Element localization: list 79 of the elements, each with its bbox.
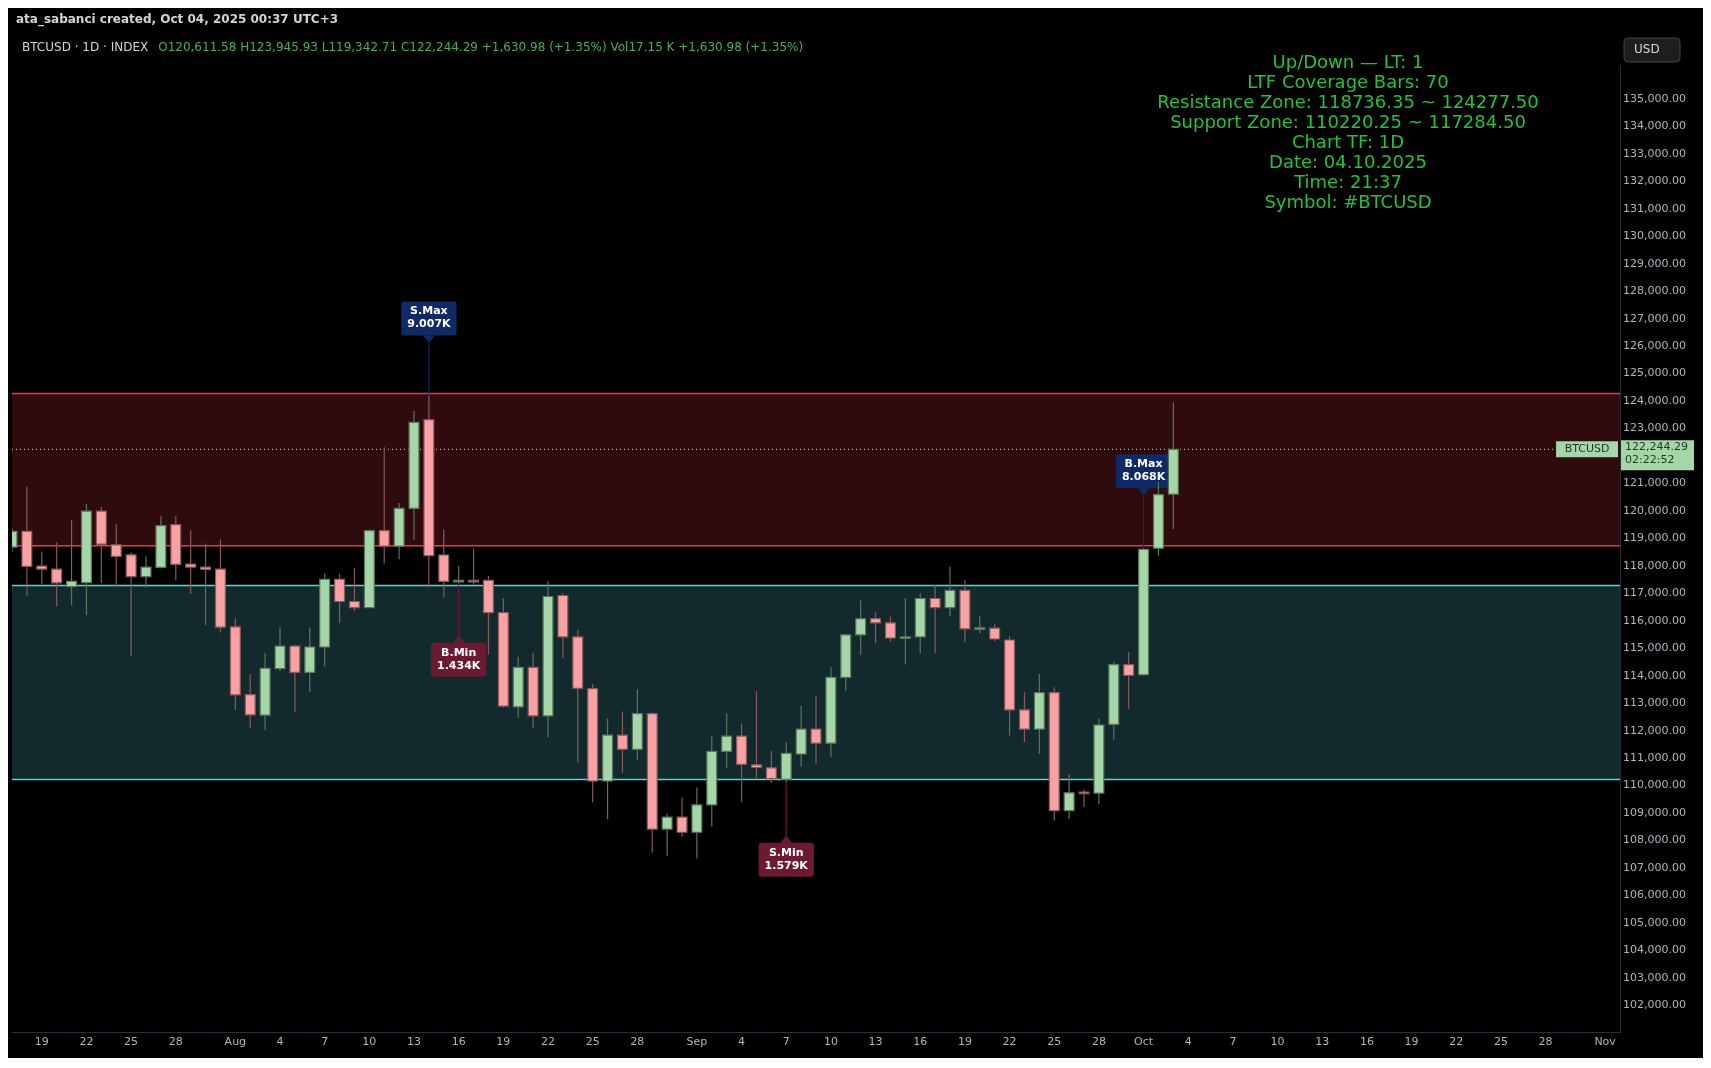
y-tick-label: 118,000.00 [1623,558,1686,572]
y-tick-label: 124,000.00 [1623,393,1686,407]
x-tick-label: 16 [913,1035,928,1049]
x-tick-label: 28 [630,1035,645,1049]
x-tick-label: Sep [686,1035,708,1049]
x-tick-label: 10 [823,1035,838,1049]
y-tick-label: 132,000.00 [1623,174,1686,188]
x-tick-label: 28 [1538,1035,1553,1049]
y-tick-label: 119,000.00 [1623,531,1686,545]
y-tick-label: 121,000.00 [1623,476,1686,490]
y-tick-label: 107,000.00 [1623,860,1686,874]
y-tick-label: 135,000.00 [1623,91,1686,105]
text: ata_sabanci created, Oct 04, 2025 00:37 UTC+3 [16,12,339,28]
x-tick-label: 13 [1315,1035,1330,1049]
x-tick-label: 19 [957,1035,972,1049]
x-tick-label: 22 [541,1035,556,1049]
x-tick-label: 4 [1184,1035,1192,1049]
y-tick-label: 111,000.00 [1623,751,1686,764]
annotation: S.Max 9.007K [407,304,452,331]
y-tick-label: 130,000.00 [1623,229,1686,243]
x-tick-label: 25 [1047,1035,1062,1049]
y-tick-label: 103,000.00 [1623,970,1686,984]
x-tick-label: 4 [276,1035,284,1049]
ref-line-label: 122,244.29 02:22:52 [1625,440,1688,467]
x-tick-label: 19 [1404,1035,1419,1049]
y-tick-label: 113,000.00 [1623,696,1686,710]
x-tick-label: 13 [407,1035,421,1049]
annotation: Up/Down — LT: 1 LTF Coverage Bars: 70 Resistance Zone: 118736.35 ~ 124277.50 Support Zone: 110220.25 ~ 117284.50 Chart TF: 1D Date: 04.10.2025 Time: 21:37 Symbol: #BTCUSD [1157,50,1539,212]
y-tick-label: 108,000.00 [1623,833,1686,847]
x-tick-label: 25 [124,1035,139,1049]
y-tick-label: 133,000.00 [1623,146,1686,160]
y-tick-label: 115,000.00 [1623,641,1686,655]
y-tick-label: 112,000.00 [1623,723,1686,737]
x-tick-label: Aug [224,1035,247,1049]
annotation: B.Max 8.068K [1121,457,1166,484]
y-tick-label: 128,000.00 [1623,284,1686,298]
x-tick-label: 19 [34,1035,49,1049]
annotation: BTCUSD [1564,442,1610,456]
y-tick-label: 110,000.00 [1623,778,1686,792]
y-tick-label: 109,000.00 [1623,805,1686,819]
x-tick-label: 22 [79,1035,94,1049]
x-tick-label: 25 [1493,1035,1508,1049]
x-tick-label: 10 [362,1035,377,1049]
y-tick-label: 126,000.00 [1623,339,1686,353]
x-tick-label: 7 [321,1035,329,1049]
y-tick-label: 105,000.00 [1623,915,1686,929]
x-tick-label: 25 [585,1035,600,1049]
x-tick-label: 7 [1229,1035,1237,1049]
y-tick-label: 131,000.00 [1623,201,1686,215]
y-tick-label: 117,000.00 [1623,586,1686,600]
x-tick-label: 10 [1270,1035,1285,1049]
x-tick-label: 19 [496,1035,511,1049]
chart-subtitle: O120,611.58 H123,945.93 L119,342.71 C122,244.29 +1,630.98 (+1.35%) Vol17.15 K +1,630.98 (+1.35%) [158,40,804,55]
x-tick-label: 4 [738,1035,746,1049]
x-tick-label: 22 [1449,1035,1464,1049]
y-tick-label: 120,000.00 [1623,503,1686,517]
y-tick-label: 123,000.00 [1623,421,1686,435]
x-tick-label: 16 [451,1035,466,1049]
y-tick-label: 134,000.00 [1623,119,1686,133]
y-tick-label: 102,000.00 [1623,998,1686,1012]
x-tick-label: Nov [1594,1035,1617,1049]
y-tick-label: 106,000.00 [1623,888,1686,902]
y-axis-title: USD [1634,42,1660,57]
x-tick-label: 28 [1091,1035,1106,1049]
y-tick-label: 125,000.00 [1623,366,1686,380]
annotation: B.Min 1.434K [437,645,481,672]
annotation: S.Min 1.579K [764,845,809,872]
chart-title: BTCUSD · 1D · INDEX [22,40,149,55]
x-tick-label: 28 [168,1035,183,1049]
x-tick-label: 22 [1002,1035,1017,1049]
x-tick-label: 7 [782,1035,790,1049]
y-tick-label: 114,000.00 [1623,668,1686,682]
y-tick-label: 104,000.00 [1623,943,1686,957]
y-tick-label: 116,000.00 [1623,613,1686,627]
x-tick-label: 13 [868,1035,883,1049]
x-tick-label: 16 [1359,1035,1374,1049]
y-tick-label: 127,000.00 [1623,311,1686,325]
y-tick-label: 129,000.00 [1623,256,1686,270]
x-tick-label: Oct [1134,1035,1154,1049]
